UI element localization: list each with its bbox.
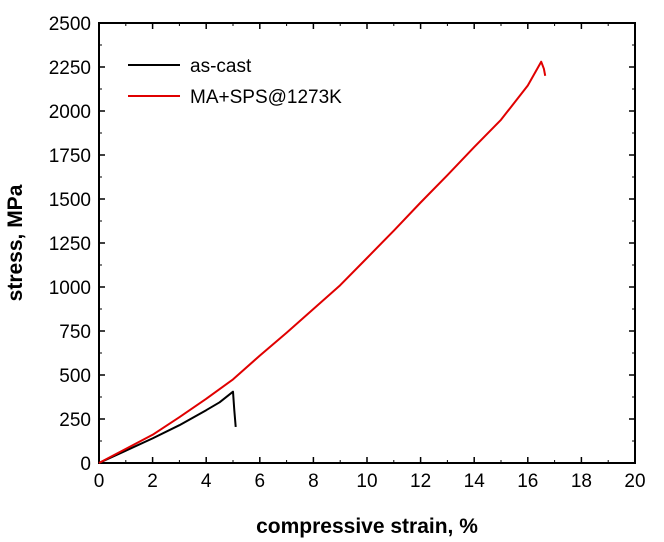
- x-tick-label: 8: [308, 471, 319, 492]
- x-tick-label: 2: [147, 471, 158, 492]
- x-axis-ticks: 0 2 4 6 8 10 12 14 16 18 20: [94, 23, 646, 492]
- y-tick-label: 1500: [49, 190, 91, 211]
- y-tick-label: 750: [59, 322, 91, 343]
- series-line-ma-sps-1273k: [98, 60, 547, 464]
- y-axis-title: stress, MPa: [4, 184, 27, 301]
- y-axis-ticks: 0 250 500 750 1000 1250 1500 1750 2000 2250 2500: [49, 14, 635, 475]
- y-tick-label: 1000: [49, 278, 91, 299]
- x-tick-label: 4: [201, 471, 212, 492]
- x-tick-label: 6: [255, 471, 266, 492]
- y-tick-label: 250: [59, 410, 91, 431]
- y-tick-label: 2000: [49, 102, 91, 123]
- x-axis-title: compressive strain, %: [256, 515, 478, 538]
- x-tick-label: 18: [571, 471, 592, 492]
- y-tick-label: 2500: [49, 14, 91, 35]
- series-layer: [98, 60, 547, 464]
- x-tick-label: 12: [410, 471, 431, 492]
- x-tick-label: 16: [517, 471, 538, 492]
- x-tick-label: 10: [356, 471, 377, 492]
- y-tick-label: 2250: [49, 58, 91, 79]
- series-line-as-cast: [98, 390, 237, 464]
- x-tick-label: 14: [464, 471, 486, 492]
- y-tick-label: 1250: [49, 234, 91, 255]
- plot-frame: [98, 22, 636, 464]
- legend: as-cast MA+SPS@1273K: [128, 56, 342, 108]
- x-tick-label: 20: [624, 471, 645, 492]
- legend-label-as-cast: as-cast: [190, 56, 252, 77]
- y-tick-label: 1750: [49, 146, 91, 167]
- y-tick-label: 0: [80, 454, 91, 475]
- legend-label-ma-sps: MA+SPS@1273K: [190, 87, 342, 108]
- x-tick-label: 0: [94, 471, 105, 492]
- y-tick-label: 500: [59, 366, 91, 387]
